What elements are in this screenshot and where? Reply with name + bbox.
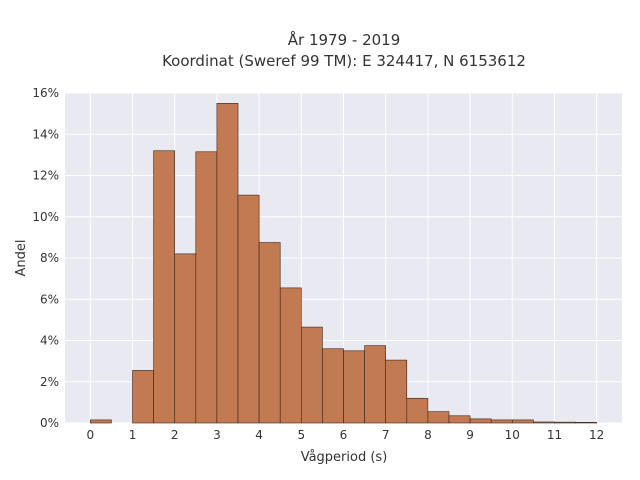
histogram-bar: [174, 253, 197, 424]
histogram-bar: [554, 421, 576, 424]
histogram-bar: [490, 419, 513, 424]
y-tick-label: 0%: [40, 416, 59, 430]
y-tick-label: 2%: [40, 375, 59, 389]
x-tick-label: 9: [466, 428, 474, 442]
histogram-bar: [343, 350, 365, 424]
chart-title: År 1979 - 2019: [288, 30, 401, 49]
y-axis-ticks: 0% 2% 4% 6% 8% 10% 12% 14% 16%: [32, 86, 59, 430]
histogram-bar: [153, 150, 176, 424]
histogram-bar: [364, 345, 386, 424]
x-axis-ticks: 0 1 2 3 4 5 6 7 8 9 10 11 12: [86, 428, 604, 442]
histogram-bar: [511, 419, 534, 424]
histogram-bar: [216, 103, 239, 424]
y-tick-label: 4%: [40, 334, 59, 348]
x-tick-label: 4: [255, 428, 263, 442]
x-tick-label: 6: [340, 428, 348, 442]
histogram-bar: [279, 287, 302, 424]
histogram-bar: [258, 242, 281, 424]
histogram-bar: [448, 415, 471, 424]
histogram-bar: [533, 421, 555, 424]
histogram-bar: [575, 422, 597, 424]
x-tick-label: 1: [129, 428, 137, 442]
y-axis-label: Andel: [14, 240, 29, 277]
histogram-bar: [132, 370, 154, 424]
x-tick-label: 0: [86, 428, 94, 442]
y-tick-label: 14%: [32, 127, 59, 141]
histogram-bar: [301, 326, 323, 424]
histogram-bar: [427, 411, 450, 424]
y-tick-label: 16%: [32, 86, 59, 100]
histogram-bar: [385, 359, 408, 424]
histogram-bar: [237, 194, 260, 424]
histogram-bar: [406, 397, 429, 424]
y-tick-label: 10%: [32, 210, 59, 224]
x-tick-label: 10: [505, 428, 520, 442]
x-tick-label: 3: [213, 428, 221, 442]
x-axis-label: Vågperiod (s): [301, 450, 388, 465]
chart-subtitle: Koordinat (Sweref 99 TM): E 324417, N 61…: [162, 52, 526, 70]
x-tick-label: 2: [171, 428, 179, 442]
histogram-bar: [322, 348, 344, 424]
x-tick-label: 5: [297, 428, 305, 442]
histogram-bars: [90, 103, 597, 424]
histogram-bar: [90, 419, 112, 424]
histogram-bar: [469, 418, 492, 424]
histogram-bar: [195, 151, 218, 424]
x-tick-label: 12: [589, 428, 604, 442]
y-tick-label: 12%: [32, 169, 59, 183]
x-tick-label: 11: [547, 428, 562, 442]
y-tick-label: 6%: [40, 292, 59, 306]
x-tick-label: 7: [382, 428, 390, 442]
y-tick-label: 8%: [40, 251, 59, 265]
x-tick-label: 8: [424, 428, 432, 442]
